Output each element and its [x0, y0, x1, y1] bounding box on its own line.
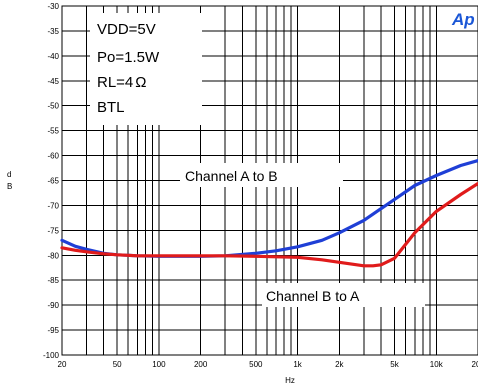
label-channel-a-to-b: Channel A to B — [185, 168, 278, 184]
x-tick-label: 500 — [249, 360, 263, 369]
condition-vdd: VDD=5V — [97, 21, 156, 38]
y-tick-label: -60 — [47, 152, 59, 161]
series-group — [60, 159, 478, 268]
label-b-to-a-bg — [262, 283, 425, 307]
y-tick-label: -45 — [47, 77, 59, 86]
y-tick-label: -55 — [47, 127, 59, 136]
conditions-box-bg — [90, 13, 202, 125]
x-tick-label: 2k — [335, 360, 344, 369]
x-tick-label: 10k — [430, 360, 444, 369]
y-tick-label: -70 — [47, 201, 59, 210]
ohm-symbol: Ω — [135, 74, 146, 91]
label-a-to-b-group: Channel A to B — [180, 163, 343, 187]
y-tick-label: -50 — [47, 102, 59, 111]
y-tick-label: -90 — [47, 301, 59, 310]
x-tick-label: 1k — [293, 360, 302, 369]
y-tick-label: -40 — [47, 52, 59, 61]
y-axis-label-part-2: B — [7, 182, 12, 191]
condition-rl-text: RL=4 — [97, 74, 133, 91]
y-axis-label-part-1: d — [7, 170, 11, 179]
y-tick-label: -35 — [47, 27, 59, 36]
x-tick-label: 20 — [58, 360, 67, 369]
y-tick-label: -65 — [47, 177, 59, 186]
y-tick-label: -100 — [43, 351, 60, 360]
y-tick-label: -85 — [47, 276, 59, 285]
plot-frame — [61, 5, 478, 356]
x-tick-label: 20k — [472, 360, 478, 369]
x-tick-label: 50 — [113, 360, 122, 369]
x-axis-label: Hz — [285, 376, 295, 385]
y-tick-label: -30 — [47, 2, 59, 11]
series-line-b-to-a — [60, 181, 478, 268]
y-tick-label: -75 — [47, 226, 59, 235]
y-tick-label: -80 — [47, 251, 59, 260]
x-tick-label: 5k — [390, 360, 399, 369]
label-a-to-b-bg — [180, 163, 343, 187]
x-tick-label: 100 — [152, 360, 166, 369]
condition-btl: BTL — [97, 99, 125, 116]
x-tick-labels: 20 50 100 200 500 1k 2k 5k 10k 20k — [58, 360, 478, 369]
x-tick-label: 200 — [194, 360, 208, 369]
label-channel-b-to-a: Channel B to A — [266, 288, 360, 304]
condition-po: Po=1.5W — [97, 49, 160, 66]
y-tick-labels: -30 -35 -40 -45 -50 -55 -60 -65 -70 -75 -80 -85 -90 -… — [43, 2, 60, 360]
brand-logo: Ap — [451, 10, 475, 29]
conditions-box: VDD=5V Po=1.5W RL=4 Ω BTL — [90, 13, 202, 125]
condition-rl: RL=4 Ω — [97, 74, 147, 91]
label-b-to-a-group: Channel B to A — [262, 283, 425, 307]
y-tick-label: -95 — [47, 326, 59, 335]
